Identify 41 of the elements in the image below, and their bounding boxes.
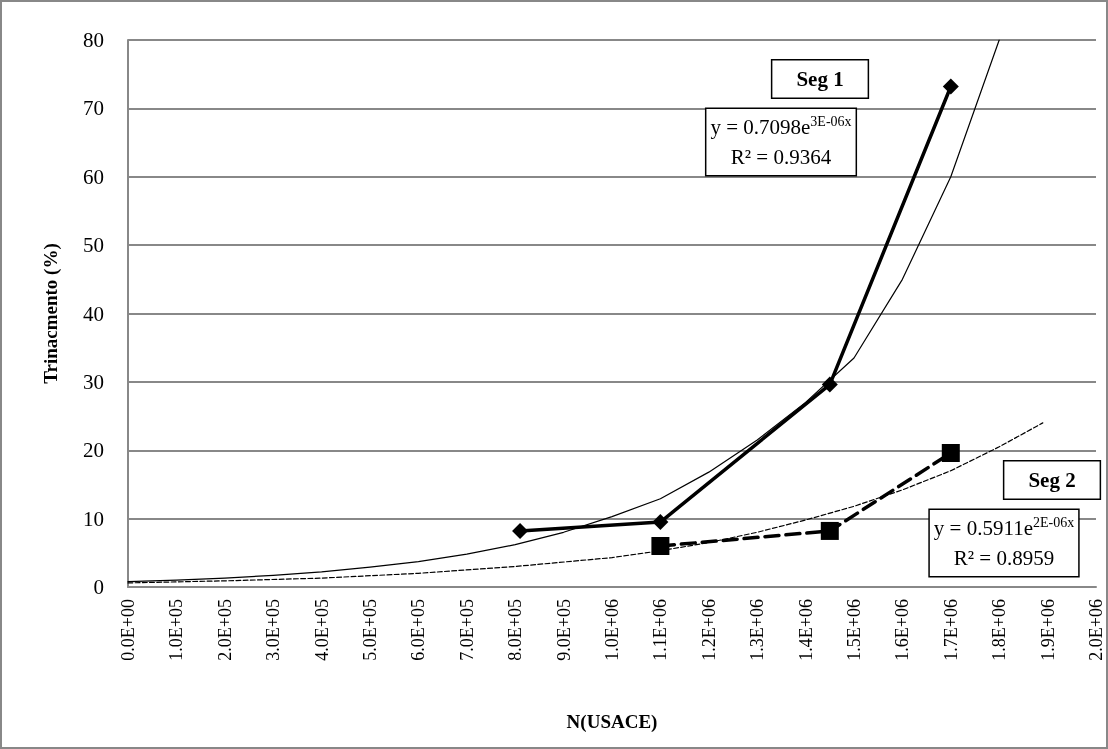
x-tick-label: 3.0E+05 xyxy=(263,599,284,661)
x-tick-label: 1.7E+06 xyxy=(940,599,961,661)
text: Seg 2 xyxy=(1028,468,1076,492)
x-tick-label: 4.0E+05 xyxy=(311,599,332,661)
y-tick-label: 50 xyxy=(83,233,104,258)
y-tick-label: 60 xyxy=(83,164,104,189)
x-tick-label: 1.3E+06 xyxy=(747,599,768,661)
x-tick-label: 2.0E+06 xyxy=(1086,599,1106,661)
x-tick-label: 1.0E+06 xyxy=(602,599,622,661)
x-tick-label: 2.0E+05 xyxy=(214,599,235,661)
point xyxy=(652,514,669,531)
text: Seg 1 xyxy=(796,67,844,91)
y-tick-label: 10 xyxy=(83,506,104,531)
y-tick-label: 0 xyxy=(93,575,104,599)
x-axis-title: N(USACE) xyxy=(566,711,658,733)
x-tick-label: 1.8E+06 xyxy=(989,599,1010,661)
x-tick-label: 9.0E+05 xyxy=(553,599,574,661)
y-tick-label: 80 xyxy=(83,28,104,52)
y-axis-title: Trinacmento (%) xyxy=(40,243,62,384)
x-tick-label: 1.5E+06 xyxy=(844,599,864,661)
x-tick-label: 1.1E+06 xyxy=(650,599,671,661)
x-tick-label: 1.4E+06 xyxy=(795,599,816,661)
y-tick-label: 20 xyxy=(83,438,104,463)
x-tick-label: 7.0E+05 xyxy=(456,599,477,661)
point xyxy=(820,521,839,540)
x-tick-label: 8.0E+05 xyxy=(505,599,526,661)
y-tick-label: 40 xyxy=(83,301,104,326)
point xyxy=(821,376,838,393)
y-tick-label: 70 xyxy=(83,96,104,121)
x-tick-label: 0.0E+00 xyxy=(118,599,138,661)
point xyxy=(941,443,960,462)
x-tick-label: 6.0E+05 xyxy=(408,599,429,661)
x-tick-label: 1.2E+06 xyxy=(698,599,719,661)
x-tick-label: 5.0E+05 xyxy=(360,599,380,661)
point xyxy=(512,522,529,539)
point xyxy=(942,78,959,95)
x-tick-label: 1.9E+06 xyxy=(1037,599,1058,661)
y-tick-label: 30 xyxy=(83,369,104,394)
x-tick-label: 1.0E+05 xyxy=(166,599,187,661)
point xyxy=(651,536,670,555)
x-tick-label: 1.6E+06 xyxy=(892,599,913,661)
